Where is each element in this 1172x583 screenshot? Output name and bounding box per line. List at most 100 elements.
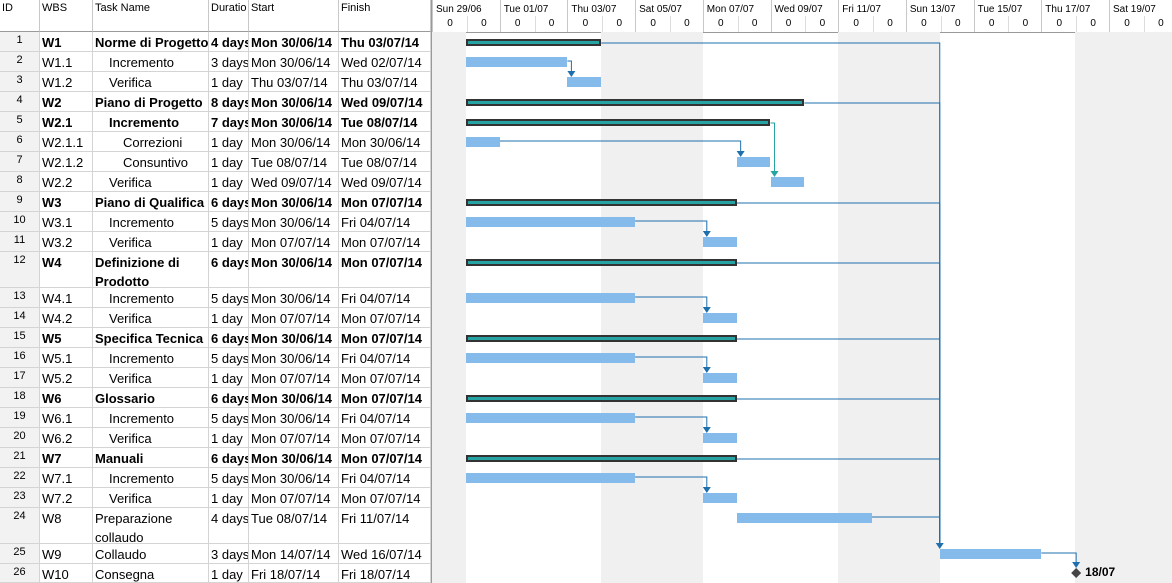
task-bar[interactable] [465,57,568,67]
cell-name[interactable]: Incremento [93,112,209,131]
cell-finish[interactable]: Fri 04/07/14 [339,408,431,427]
column-header-duration[interactable]: Duratio [209,0,249,32]
cell-finish[interactable]: Fri 04/07/14 [339,212,431,231]
cell-duration[interactable]: 4 days [209,32,249,51]
cell-duration[interactable]: 5 days [209,408,249,427]
cell-finish[interactable]: Wed 16/07/14 [339,544,431,563]
task-bar[interactable] [702,313,737,323]
summary-bar[interactable] [465,199,737,206]
cell-wbs[interactable]: W3 [40,192,93,211]
cell-name[interactable]: Incremento [93,212,209,231]
cell-wbs[interactable]: W4 [40,252,93,287]
cell-name[interactable]: Manuali [93,448,209,467]
cell-name[interactable]: Incremento [93,288,209,307]
cell-start[interactable]: Mon 30/06/14 [249,388,339,407]
task-row[interactable]: 3 W1.2 Verifica 1 day Thu 03/07/14 Thu 03/07/… [0,72,431,92]
task-row[interactable]: 16 W5.1 Incremento 5 days Mon 30/06/14 Fri 04… [0,348,431,368]
cell-name[interactable]: Collaudo [93,544,209,563]
task-bar[interactable] [465,217,636,227]
cell-duration[interactable]: 1 day [209,428,249,447]
summary-bar[interactable] [465,259,737,266]
cell-finish[interactable]: Mon 07/07/14 [339,328,431,347]
cell-name[interactable]: Verifica [93,488,209,507]
cell-finish[interactable]: Tue 08/07/14 [339,112,431,131]
cell-name[interactable]: Piano di Qualifica [93,192,209,211]
task-row[interactable]: 9 W3 Piano di Qualifica 6 days Mon 30/06/14 M… [0,192,431,212]
cell-start[interactable]: Mon 07/07/14 [249,232,339,251]
column-header-finish[interactable]: Finish [339,0,431,32]
cell-duration[interactable]: 1 day [209,152,249,171]
summary-bar[interactable] [465,395,737,402]
cell-id[interactable]: 12 [0,252,40,287]
cell-duration[interactable]: 7 days [209,112,249,131]
column-header-wbs[interactable]: WBS [40,0,93,32]
cell-finish[interactable]: Mon 07/07/14 [339,388,431,407]
cell-name[interactable]: Specifica Tecnica [93,328,209,347]
task-bar[interactable] [736,513,873,523]
task-bar[interactable] [702,237,737,247]
cell-duration[interactable]: 1 day [209,368,249,387]
cell-wbs[interactable]: W2.1.1 [40,132,93,151]
cell-name[interactable]: Verifica [93,368,209,387]
cell-duration[interactable]: 1 day [209,232,249,251]
cell-id[interactable]: 20 [0,428,40,447]
cell-wbs[interactable]: W3.2 [40,232,93,251]
summary-bar[interactable] [465,335,737,342]
cell-wbs[interactable]: W8 [40,508,93,543]
cell-wbs[interactable]: W6 [40,388,93,407]
cell-id[interactable]: 13 [0,288,40,307]
cell-finish[interactable]: Thu 03/07/14 [339,32,431,51]
task-row[interactable]: 4 W2 Piano di Progetto 8 days Mon 30/06/14 We… [0,92,431,112]
task-row[interactable]: 2 W1.1 Incremento 3 days Mon 30/06/14 Wed 02/… [0,52,431,72]
task-bar[interactable] [465,353,636,363]
cell-id[interactable]: 11 [0,232,40,251]
cell-wbs[interactable]: W3.1 [40,212,93,231]
cell-start[interactable]: Mon 14/07/14 [249,544,339,563]
cell-wbs[interactable]: W1 [40,32,93,51]
cell-name[interactable]: Verifica [93,232,209,251]
cell-wbs[interactable]: W2.1 [40,112,93,131]
task-row[interactable]: 10 W3.1 Incremento 5 days Mon 30/06/14 Fri 04… [0,212,431,232]
cell-duration[interactable]: 3 days [209,544,249,563]
task-bar[interactable] [770,177,805,187]
cell-wbs[interactable]: W7.1 [40,468,93,487]
cell-id[interactable]: 25 [0,544,40,563]
column-header-start[interactable]: Start [249,0,339,32]
cell-start[interactable]: Mon 30/06/14 [249,192,339,211]
cell-wbs[interactable]: W1.1 [40,52,93,71]
cell-id[interactable]: 26 [0,564,40,582]
task-row[interactable]: 15 W5 Specifica Tecnica 6 days Mon 30/06/14 M… [0,328,431,348]
task-bar[interactable] [465,137,500,147]
cell-start[interactable]: Tue 08/07/14 [249,152,339,171]
cell-wbs[interactable]: W2.2 [40,172,93,191]
cell-finish[interactable]: Mon 07/07/14 [339,488,431,507]
task-bar[interactable] [465,413,636,423]
task-row[interactable]: 8 W2.2 Verifica 1 day Wed 09/07/14 Wed 09/07/… [0,172,431,192]
cell-id[interactable]: 4 [0,92,40,111]
cell-start[interactable]: Tue 08/07/14 [249,508,339,543]
cell-name[interactable]: Verifica [93,428,209,447]
cell-start[interactable]: Mon 30/06/14 [249,468,339,487]
cell-start[interactable]: Mon 30/06/14 [249,32,339,51]
cell-finish[interactable]: Fri 18/07/14 [339,564,431,582]
cell-id[interactable]: 19 [0,408,40,427]
cell-name[interactable]: Verifica [93,308,209,327]
cell-duration[interactable]: 5 days [209,348,249,367]
cell-start[interactable]: Mon 30/06/14 [249,348,339,367]
cell-finish[interactable]: Fri 04/07/14 [339,288,431,307]
cell-start[interactable]: Mon 30/06/14 [249,408,339,427]
cell-name[interactable]: Definizione di Prodotto [93,252,209,287]
cell-id[interactable]: 10 [0,212,40,231]
cell-start[interactable]: Wed 09/07/14 [249,172,339,191]
cell-finish[interactable]: Mon 30/06/14 [339,132,431,151]
task-bar[interactable] [465,473,636,483]
cell-duration[interactable]: 1 day [209,564,249,582]
cell-name[interactable]: Incremento [93,52,209,71]
cell-wbs[interactable]: W6.1 [40,408,93,427]
cell-start[interactable]: Fri 18/07/14 [249,564,339,582]
cell-start[interactable]: Mon 30/06/14 [249,132,339,151]
cell-name[interactable]: Incremento [93,468,209,487]
cell-name[interactable]: Piano di Progetto [93,92,209,111]
cell-duration[interactable]: 6 days [209,388,249,407]
cell-name[interactable]: Glossario [93,388,209,407]
